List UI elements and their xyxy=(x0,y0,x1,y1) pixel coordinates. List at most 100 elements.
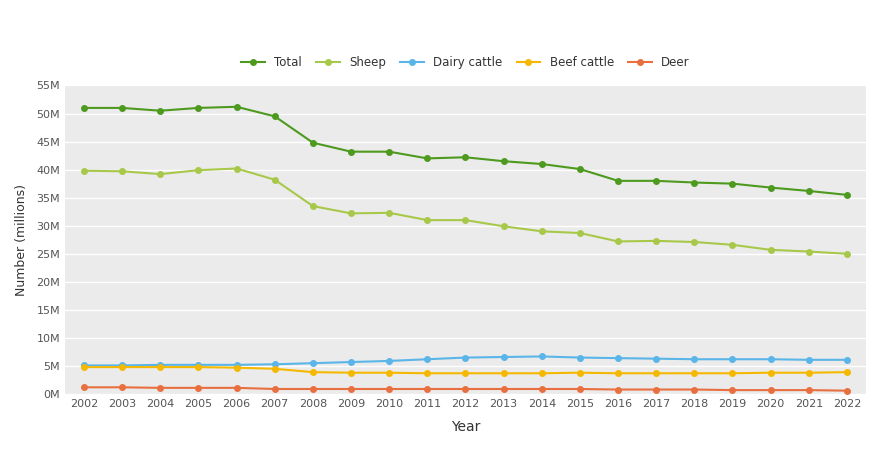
Sheep xyxy=(841,251,852,256)
Beef cattle xyxy=(78,365,89,370)
Dairy cattle xyxy=(766,357,776,362)
Deer xyxy=(307,386,318,392)
Dairy cattle xyxy=(78,363,89,368)
Beef cattle xyxy=(460,370,470,376)
Deer xyxy=(78,385,89,390)
Sheep xyxy=(78,168,89,173)
Line: Dairy cattle: Dairy cattle xyxy=(81,354,849,368)
Total xyxy=(460,154,470,160)
X-axis label: Year: Year xyxy=(451,420,480,434)
Beef cattle xyxy=(689,370,700,376)
Deer xyxy=(766,387,776,393)
Total xyxy=(270,114,280,119)
Total xyxy=(422,156,433,161)
Beef cattle xyxy=(155,365,166,370)
Deer xyxy=(345,386,356,392)
Beef cattle xyxy=(613,370,624,376)
Sheep xyxy=(117,169,128,174)
Beef cattle xyxy=(345,370,356,375)
Dairy cattle xyxy=(422,357,433,362)
Sheep xyxy=(460,217,470,223)
Total xyxy=(499,158,509,164)
Legend: Total, Sheep, Dairy cattle, Beef cattle, Deer: Total, Sheep, Dairy cattle, Beef cattle,… xyxy=(236,51,694,74)
Beef cattle xyxy=(766,370,776,375)
Total xyxy=(345,149,356,154)
Beef cattle xyxy=(307,370,318,375)
Beef cattle xyxy=(574,370,585,375)
Total xyxy=(193,105,204,110)
Line: Sheep: Sheep xyxy=(81,166,849,256)
Line: Total: Total xyxy=(81,104,849,198)
Total xyxy=(727,181,737,186)
Deer xyxy=(841,388,852,393)
Beef cattle xyxy=(232,365,242,370)
Beef cattle xyxy=(499,370,509,376)
Total xyxy=(689,180,700,185)
Total xyxy=(155,108,166,114)
Dairy cattle xyxy=(803,357,814,362)
Sheep xyxy=(384,210,395,216)
Total xyxy=(651,178,662,184)
Dairy cattle xyxy=(613,356,624,361)
Beef cattle xyxy=(841,370,852,375)
Deer xyxy=(232,385,242,391)
Sheep xyxy=(651,238,662,243)
Dairy cattle xyxy=(651,356,662,361)
Sheep xyxy=(307,203,318,209)
Sheep xyxy=(613,239,624,244)
Sheep xyxy=(766,247,776,252)
Sheep xyxy=(422,217,433,223)
Total xyxy=(117,105,128,110)
Total xyxy=(537,161,547,167)
Beef cattle xyxy=(727,370,737,376)
Beef cattle xyxy=(537,370,547,376)
Sheep xyxy=(727,242,737,247)
Deer xyxy=(727,387,737,393)
Total xyxy=(613,178,624,184)
Dairy cattle xyxy=(155,362,166,368)
Sheep xyxy=(499,224,509,229)
Dairy cattle xyxy=(841,357,852,362)
Beef cattle xyxy=(422,370,433,376)
Total xyxy=(78,105,89,110)
Deer xyxy=(193,385,204,391)
Deer xyxy=(803,387,814,393)
Total xyxy=(574,167,585,172)
Sheep xyxy=(345,211,356,216)
Sheep xyxy=(689,239,700,245)
Sheep xyxy=(232,166,242,171)
Dairy cattle xyxy=(193,362,204,368)
Dairy cattle xyxy=(574,355,585,360)
Total xyxy=(803,188,814,194)
Deer xyxy=(422,386,433,392)
Dairy cattle xyxy=(689,357,700,362)
Deer xyxy=(574,386,585,392)
Total xyxy=(307,140,318,145)
Dairy cattle xyxy=(537,354,547,359)
Dairy cattle xyxy=(345,359,356,365)
Sheep xyxy=(270,177,280,182)
Dairy cattle xyxy=(460,355,470,360)
Deer xyxy=(651,387,662,392)
Beef cattle xyxy=(651,370,662,376)
Dairy cattle xyxy=(384,358,395,364)
Beef cattle xyxy=(117,365,128,370)
Beef cattle xyxy=(193,365,204,370)
Deer xyxy=(117,385,128,390)
Deer xyxy=(499,386,509,392)
Sheep xyxy=(574,230,585,236)
Total xyxy=(232,104,242,110)
Dairy cattle xyxy=(727,357,737,362)
Dairy cattle xyxy=(499,354,509,360)
Deer xyxy=(613,387,624,392)
Deer xyxy=(537,386,547,392)
Dairy cattle xyxy=(270,361,280,367)
Total xyxy=(841,192,852,198)
Dairy cattle xyxy=(307,361,318,366)
Deer xyxy=(689,387,700,392)
Total xyxy=(384,149,395,154)
Sheep xyxy=(537,229,547,234)
Dairy cattle xyxy=(117,363,128,368)
Sheep xyxy=(155,172,166,177)
Y-axis label: Number (millions): Number (millions) xyxy=(15,184,28,296)
